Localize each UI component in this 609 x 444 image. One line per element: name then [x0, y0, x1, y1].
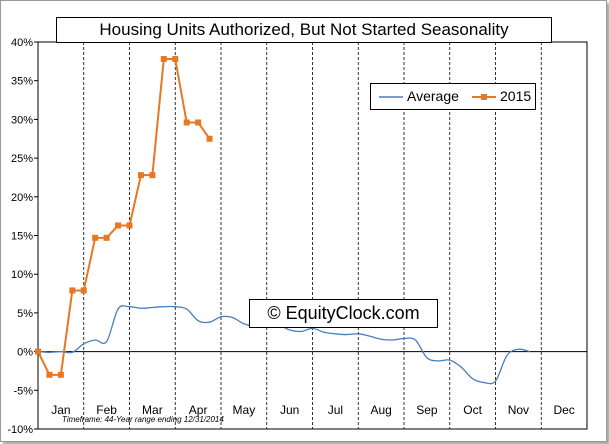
x-tick-label-jul: Jul	[328, 403, 343, 417]
series-2015-point-15	[206, 135, 213, 142]
series-2015-point-9	[137, 172, 144, 179]
legend-label-2015: 2015	[500, 88, 532, 104]
y-tick-label-8: 0%	[17, 347, 33, 359]
x-tick-label-sep: Sep	[416, 403, 438, 417]
y-tick-label-4: 20%	[11, 192, 33, 204]
x-tick-label-nov: Nov	[508, 403, 529, 417]
legend-marker-2015	[481, 94, 487, 100]
series-2015-point-10	[149, 172, 156, 179]
timeframe-note: Timeframe: 44-Year range ending 12/31/20…	[62, 415, 224, 424]
x-tick-label-mar: Mar	[142, 403, 163, 417]
series-2015-point-5	[92, 234, 99, 241]
x-tick-label-oct: Oct	[463, 403, 482, 417]
x-tick-label-apr: Apr	[189, 403, 208, 417]
series-2015-point-7	[115, 222, 122, 229]
x-tick-label-jun: Jun	[280, 403, 299, 417]
legend-label-average: Average	[407, 88, 459, 104]
series-2015-point-1	[46, 371, 53, 378]
x-tick-label-may: May	[233, 403, 256, 417]
series-2015-point-2	[57, 371, 64, 378]
series-2015-point-3	[69, 287, 76, 294]
x-tick-label-feb: Feb	[96, 403, 117, 417]
y-tick-label-10: -10%	[7, 424, 33, 436]
y-tick-label-9: -5%	[13, 385, 33, 397]
watermark-text: © EquityClock.com	[267, 303, 420, 323]
x-tick-label-aug: Aug	[370, 403, 391, 417]
x-tick-label-dec: Dec	[553, 403, 574, 417]
y-tick-label-1: 35%	[11, 76, 33, 88]
y-tick-label-6: 10%	[11, 269, 33, 281]
series-2015-point-4	[80, 287, 87, 294]
y-tick-label-2: 30%	[11, 114, 33, 126]
series-2015-point-13	[183, 119, 190, 126]
series-2015-point-14	[195, 119, 202, 126]
x-tick-label-jan: Jan	[51, 403, 70, 417]
y-tick-label-7: 5%	[17, 308, 33, 320]
series-2015-point-8	[126, 222, 133, 229]
watermark-box: © EquityClock.com	[249, 299, 438, 328]
series-2015-point-6	[103, 234, 110, 241]
series-2015-point-11	[160, 56, 167, 63]
series-2015-point-12	[172, 56, 179, 63]
series-2015-point-0	[35, 348, 41, 355]
y-tick-label-5: 15%	[11, 231, 33, 243]
y-tick-label-0: 40%	[11, 37, 33, 49]
series-2015-line	[37, 58, 211, 376]
chart-title: Housing Units Authorized, But Not Starte…	[99, 20, 509, 39]
chart-title-box: Housing Units Authorized, But Not Starte…	[56, 17, 552, 43]
y-tick-label-3: 25%	[11, 153, 33, 165]
legend: Average 2015	[370, 83, 536, 110]
